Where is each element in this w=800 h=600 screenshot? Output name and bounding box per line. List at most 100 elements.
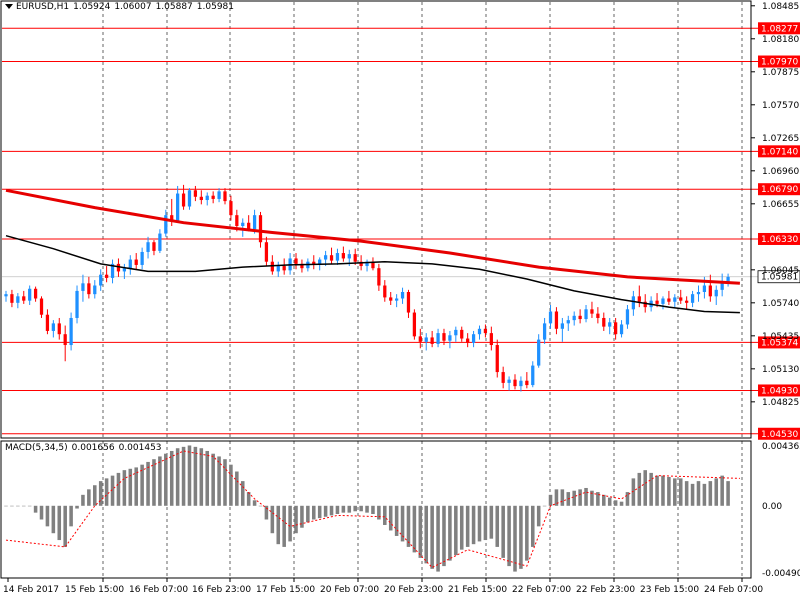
macd-main-value: 0.001656 <box>71 443 115 453</box>
macd-histogram-bar <box>637 472 642 506</box>
level-label-bg <box>758 232 800 245</box>
time-tick-label: 20 Feb 23:00 <box>384 585 443 595</box>
macd-label: MACD(5,34,5) <box>5 443 68 453</box>
macd-histogram-bar <box>501 505 505 558</box>
candle-body <box>655 300 659 304</box>
candle-body <box>625 309 630 325</box>
macd-histogram-bar <box>513 505 517 572</box>
price-tick-label: 1.07265 <box>762 134 799 144</box>
level-label-bg <box>758 145 800 158</box>
candle-body <box>75 290 79 318</box>
candle-body <box>276 266 280 272</box>
candle-body <box>329 255 334 261</box>
price-tick-label: 1.07875 <box>762 68 799 78</box>
candle-body <box>140 251 144 265</box>
candle-body <box>341 253 345 259</box>
macd-histogram-bar <box>276 505 281 545</box>
macd-histogram-bar <box>33 505 38 513</box>
candle-body <box>501 372 505 383</box>
high-value: 1.06007 <box>114 2 152 12</box>
time-tick-label: 15 Feb 15:00 <box>65 585 124 595</box>
level-label: 1.07970 <box>761 58 798 68</box>
candle-body <box>264 242 269 262</box>
candle-body <box>471 334 476 343</box>
candle-body <box>685 300 689 303</box>
macd-histogram-bar <box>678 478 683 506</box>
candle-body <box>406 292 411 313</box>
candle-body <box>679 297 683 301</box>
candle-body <box>205 195 209 201</box>
candle-body <box>235 215 239 226</box>
macd-histogram-bar <box>323 505 328 517</box>
candle-body <box>525 380 529 386</box>
candle-body <box>353 254 357 262</box>
level-label: 1.06330 <box>761 235 798 245</box>
macd-histogram-bar <box>39 505 44 520</box>
candle-body <box>270 261 274 272</box>
candle-body <box>247 222 251 230</box>
candle-body <box>448 335 452 341</box>
macd-histogram-bar <box>525 505 529 561</box>
macd-histogram-bar <box>536 505 541 527</box>
macd-histogram-bar <box>21 505 26 507</box>
macd-panel-frame <box>0 440 752 579</box>
candle-body <box>122 268 127 272</box>
level-label: 1.07140 <box>761 147 798 157</box>
candle-body <box>531 365 535 386</box>
candle-body <box>519 380 523 387</box>
candle-body <box>87 283 91 295</box>
candle-body <box>708 285 712 297</box>
macd-histogram-bar <box>584 487 588 506</box>
candle-body <box>613 322 618 335</box>
macd-histogram-bar <box>613 500 618 506</box>
macd-histogram-bar <box>572 490 576 506</box>
open-value: 1.05924 <box>73 2 111 12</box>
price-tick-label: 1.07570 <box>762 101 799 111</box>
macd-signal-line <box>5 450 740 569</box>
macd-histogram-bar <box>554 489 559 506</box>
macd-histogram-bar <box>383 505 387 525</box>
macd-histogram-bar <box>311 505 316 520</box>
candle-body <box>158 233 162 251</box>
macd-histogram-bar <box>619 501 624 506</box>
macd-histogram-bar <box>51 505 56 534</box>
candle-body <box>294 258 298 264</box>
macd-histogram-bar <box>294 505 298 534</box>
macd-histogram-bar <box>377 505 381 520</box>
macd-histogram-bar <box>353 505 357 512</box>
candle-body <box>619 324 624 335</box>
candle-body <box>590 309 594 314</box>
macd-histogram-bar <box>347 505 352 513</box>
candle-body <box>548 311 553 324</box>
macd-histogram-bar <box>684 481 689 506</box>
candle-body <box>584 309 588 320</box>
macd-histogram-bar <box>175 448 180 506</box>
symbol-label: EURUSD,H1 <box>16 2 70 12</box>
macd-histogram-bar <box>430 505 434 569</box>
macd-histogram-bar <box>134 467 138 506</box>
candle-body <box>608 322 612 327</box>
candle-body <box>229 201 233 216</box>
macd-histogram-bar <box>81 494 85 506</box>
macd-histogram-bar <box>643 470 647 506</box>
candle-body <box>702 285 707 292</box>
candle-body <box>252 215 257 230</box>
moving-average-slow <box>5 188 740 285</box>
macd-histogram-bar <box>578 489 582 506</box>
macd-histogram-bar <box>673 478 677 506</box>
candle-body <box>116 263 121 272</box>
dropdown-triangle-icon[interactable] <box>5 4 13 9</box>
candle-body <box>217 191 221 199</box>
candle-body <box>436 333 440 344</box>
candle-body <box>187 190 192 207</box>
macd-signal-value: 0.001453 <box>118 443 162 453</box>
candle-body <box>383 285 387 298</box>
macd-histogram-bar <box>193 446 198 506</box>
macd-histogram-bar <box>122 470 127 506</box>
candle-body <box>104 274 109 278</box>
chart-header: EURUSD,H1 1.05924 1.06007 1.05887 1.05981 <box>5 2 234 12</box>
macd-histogram-bar <box>454 505 458 556</box>
candle-body <box>359 261 363 267</box>
candle-body <box>10 294 14 303</box>
moving-average-fast <box>5 234 740 314</box>
